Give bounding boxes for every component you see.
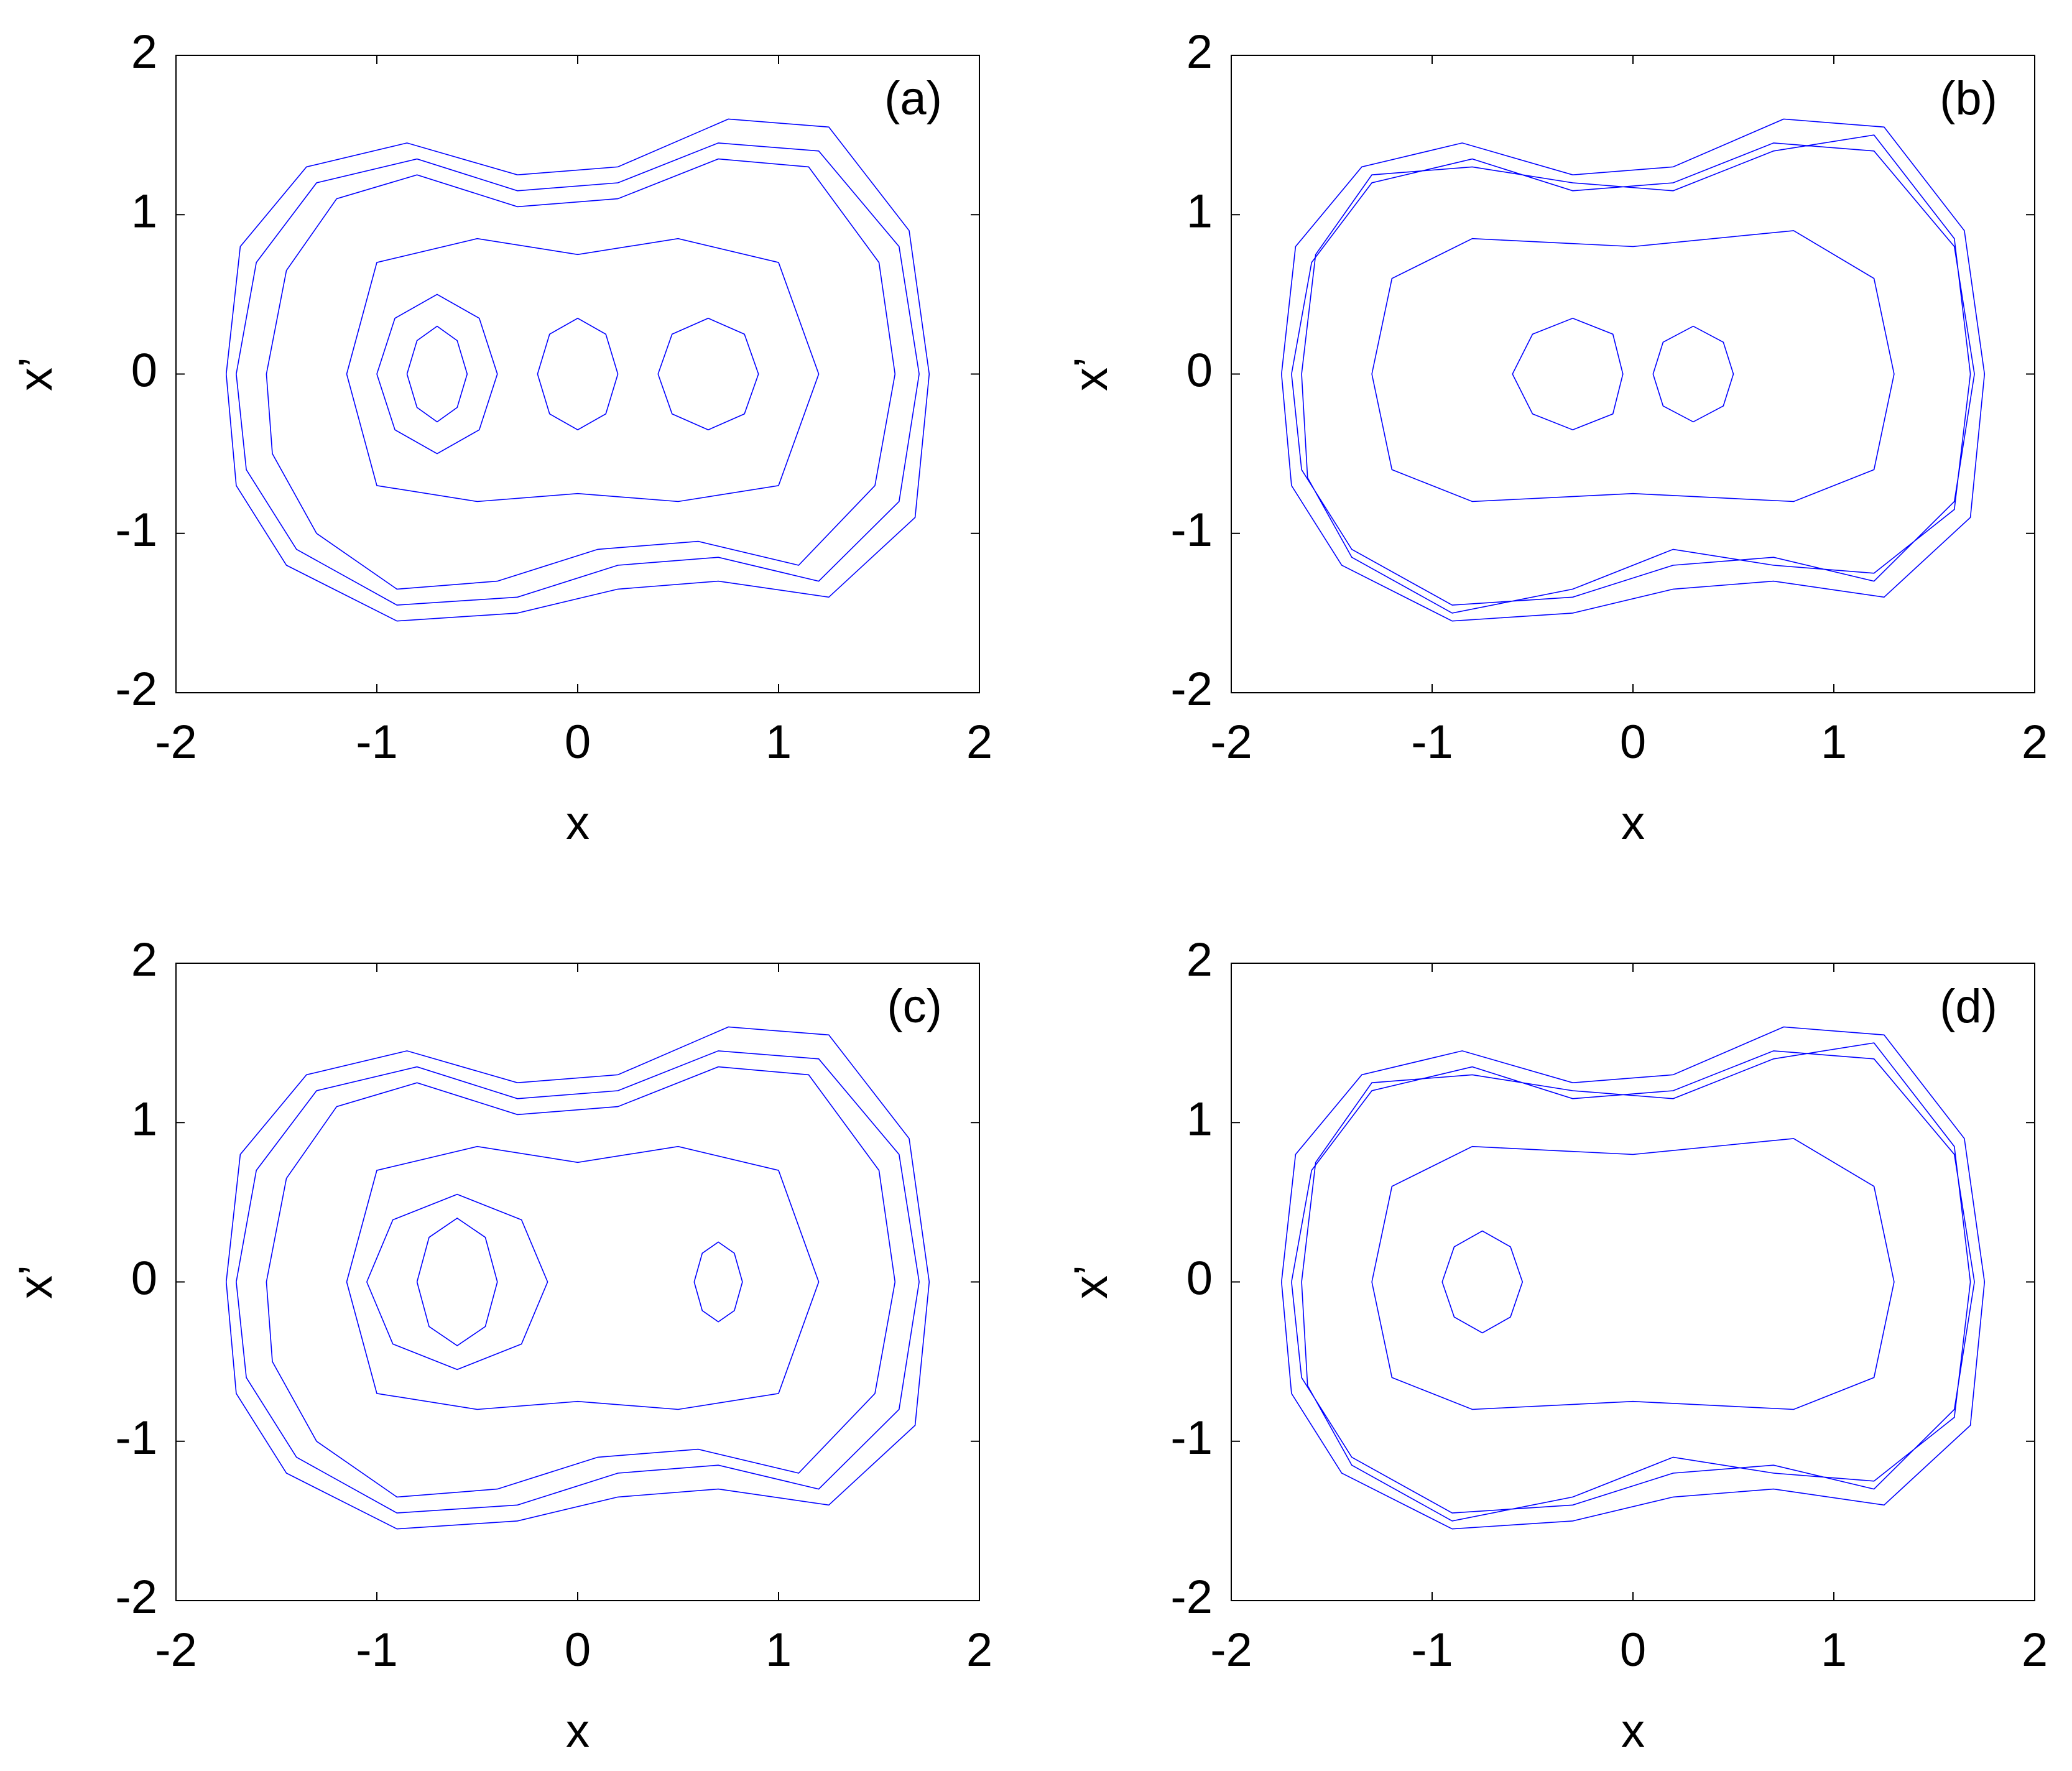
y-tick-label: 1 <box>1186 185 1213 238</box>
x-tick-label: -1 <box>1411 716 1453 769</box>
plot-frame <box>175 55 980 693</box>
trajectory <box>1281 118 1986 622</box>
y-tick-label: -1 <box>1170 1412 1213 1464</box>
y-tick-label: 1 <box>131 185 157 238</box>
y-axis-label: x’ <box>9 1265 62 1299</box>
x-axis-label: x <box>1621 1704 1645 1757</box>
x-tick-label: 2 <box>966 1624 992 1676</box>
y-tick-label: -2 <box>1170 663 1213 716</box>
plot-frame <box>1231 55 2035 693</box>
y-tick-label: 0 <box>1186 1252 1213 1305</box>
x-tick-label: 0 <box>1620 716 1646 769</box>
x-tick-label: -2 <box>155 1624 197 1676</box>
panel-label: (c) <box>887 980 942 1033</box>
y-tick-label: -1 <box>115 1412 157 1464</box>
trajectory <box>226 1026 930 1530</box>
y-tick-label: -2 <box>1170 1571 1213 1624</box>
x-axis-label: x <box>566 797 590 849</box>
x-axis-label: x <box>1621 797 1645 849</box>
trajectory <box>1281 1026 1986 1530</box>
y-tick-label: -2 <box>115 663 157 716</box>
x-tick-label: -2 <box>155 716 197 769</box>
plot-frame <box>175 963 980 1601</box>
y-tick-label: -1 <box>1170 504 1213 557</box>
panel-label: (d) <box>1940 980 1997 1033</box>
x-tick-label: 2 <box>2022 1624 2048 1676</box>
x-tick-label: 2 <box>2022 716 2048 769</box>
y-tick-label: 2 <box>1186 933 1213 986</box>
y-axis-label: x’ <box>1065 357 1117 391</box>
x-tick-label: -2 <box>1210 1624 1252 1676</box>
x-tick-label: 2 <box>966 716 992 769</box>
panel-label: (b) <box>1940 72 1997 125</box>
y-tick-label: 2 <box>131 933 157 986</box>
x-tick-label: -1 <box>356 1624 398 1676</box>
x-tick-label: 0 <box>1620 1624 1646 1676</box>
x-tick-label: -2 <box>1210 716 1252 769</box>
x-axis-label: x <box>566 1704 590 1757</box>
trajectory <box>226 118 930 622</box>
y-tick-label: 1 <box>1186 1093 1213 1145</box>
y-tick-label: -1 <box>115 504 157 557</box>
plot-frame <box>1231 963 2035 1601</box>
x-tick-label: 1 <box>1821 1624 1847 1676</box>
x-tick-label: -1 <box>1411 1624 1453 1676</box>
y-tick-label: -2 <box>115 1571 157 1624</box>
y-tick-label: 2 <box>131 25 157 78</box>
y-axis-label: x’ <box>9 357 62 391</box>
x-tick-label: 0 <box>565 716 591 769</box>
x-tick-label: 1 <box>1821 716 1847 769</box>
y-tick-label: 0 <box>131 344 157 397</box>
x-tick-label: 1 <box>765 1624 792 1676</box>
y-tick-label: 0 <box>131 1252 157 1305</box>
panel-label: (a) <box>884 72 942 125</box>
y-tick-label: 0 <box>1186 344 1213 397</box>
y-tick-label: 2 <box>1186 25 1213 78</box>
x-tick-label: -1 <box>356 716 398 769</box>
x-tick-label: 1 <box>765 716 792 769</box>
y-axis-label: x’ <box>1065 1265 1117 1299</box>
y-tick-label: 1 <box>131 1093 157 1145</box>
x-tick-label: 0 <box>565 1624 591 1676</box>
